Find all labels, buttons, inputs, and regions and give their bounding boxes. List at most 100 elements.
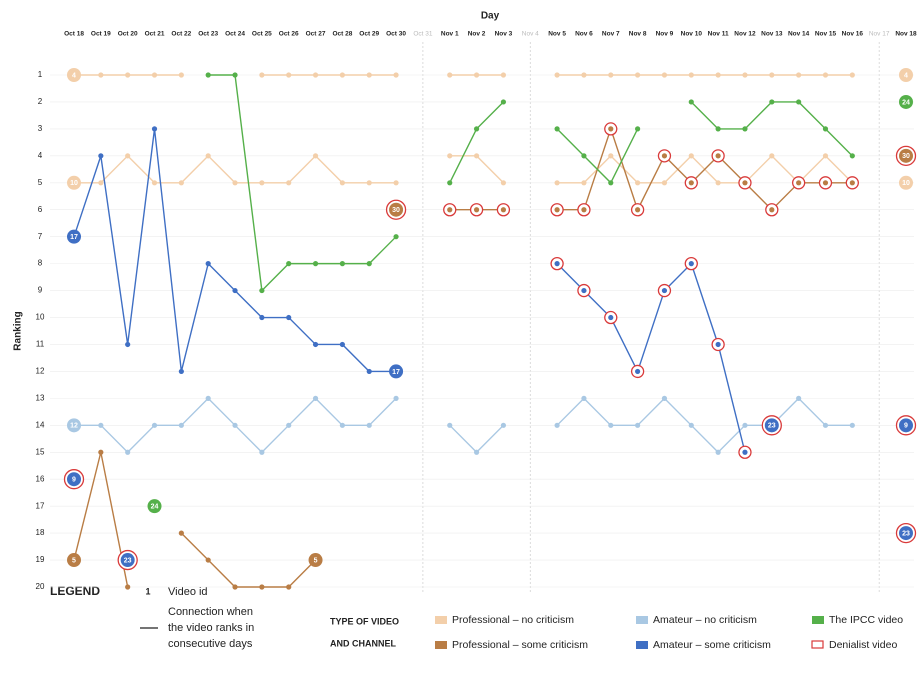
point: [259, 314, 265, 321]
legend-label: Amateur – no criticism: [653, 614, 757, 626]
legend-swatch: [811, 640, 824, 649]
video-id: 30: [392, 207, 400, 214]
point: [899, 526, 913, 541]
y-tick-label: 17: [36, 501, 45, 510]
point: [635, 368, 641, 375]
point: [473, 449, 480, 455]
x-tick-label: Nov 6: [575, 31, 593, 38]
video-id: 17: [70, 234, 78, 241]
legend-title: LEGEND: [50, 584, 100, 598]
y-tick-label: 19: [36, 555, 45, 564]
point: [608, 72, 614, 78]
x-tick-label: Nov 4: [522, 31, 539, 38]
point: [688, 153, 694, 159]
series-line: [449, 101, 504, 184]
point: [205, 261, 211, 267]
series-line: [74, 154, 397, 184]
point: [715, 449, 721, 455]
point: [98, 153, 104, 159]
point: [232, 72, 238, 78]
point: [286, 422, 292, 428]
point: [205, 395, 211, 401]
y-tick-label: 8: [38, 259, 43, 268]
point: [178, 530, 184, 536]
point: [554, 126, 560, 132]
point: [67, 472, 81, 487]
y-tick-label: 6: [38, 205, 43, 214]
point: [205, 557, 211, 563]
point: [715, 126, 721, 132]
x-tick-label: Oct 31: [413, 31, 433, 38]
point: [125, 584, 131, 590]
point: [554, 207, 560, 213]
video-id: 10: [70, 180, 78, 187]
video-id: 23: [124, 557, 132, 564]
point: [688, 99, 694, 105]
y-tick-label: 12: [36, 367, 45, 376]
point: [500, 72, 507, 78]
point: [98, 449, 104, 455]
point: [178, 180, 184, 186]
x-tick-label: Nov 12: [734, 31, 756, 38]
point: [447, 422, 453, 428]
x-tick-label: Nov 17: [869, 31, 890, 38]
point: [339, 180, 345, 186]
point: [500, 422, 507, 428]
point: [98, 422, 104, 428]
point: [259, 584, 265, 590]
video-id: 4: [72, 72, 76, 79]
legend-swatch: [435, 641, 447, 649]
point: [581, 287, 587, 294]
x-tick-label: Oct 30: [386, 31, 406, 38]
point: [500, 180, 507, 186]
point: [822, 72, 829, 78]
x-tick-label: Nov 15: [815, 31, 837, 38]
point: [581, 72, 587, 78]
x-tick-label: Oct 29: [359, 31, 379, 38]
point: [447, 180, 453, 186]
point: [473, 207, 480, 213]
y-tick-label: 20: [36, 582, 45, 591]
point: [849, 180, 855, 186]
point: [232, 180, 238, 186]
video-id: 24: [151, 504, 159, 511]
point: [366, 368, 372, 375]
point: [742, 422, 748, 428]
point: [178, 72, 184, 78]
y-tick-label: 5: [38, 178, 43, 187]
x-tick-label: Nov 14: [788, 31, 810, 38]
point: [232, 287, 238, 294]
point: [608, 180, 614, 186]
point: [688, 261, 694, 267]
video-id: 9: [904, 423, 908, 430]
x-tick-label: Nov 18: [895, 31, 917, 38]
point: [67, 553, 81, 568]
point: [286, 180, 292, 186]
point: [581, 153, 587, 159]
point: [312, 395, 319, 401]
point: [796, 72, 802, 78]
point: [608, 153, 614, 159]
point: [259, 72, 265, 78]
point: [389, 202, 404, 217]
point: [796, 180, 802, 186]
legend-id-sample: 1: [145, 586, 150, 596]
point: [447, 72, 453, 78]
x-tick-label: Oct 25: [252, 31, 272, 38]
video-id: 4: [904, 72, 908, 79]
point: [796, 99, 802, 105]
point: [899, 94, 913, 109]
x-tick-label: Nov 5: [548, 31, 566, 38]
point: [205, 153, 211, 159]
point: [849, 422, 855, 428]
point: [125, 153, 131, 159]
point: [473, 72, 480, 78]
point: [393, 395, 399, 401]
point: [899, 148, 913, 163]
point: [899, 418, 913, 433]
x-tick-label: Oct 27: [306, 31, 326, 38]
x-tick-label: Nov 7: [602, 31, 620, 38]
point: [67, 68, 81, 82]
point: [608, 314, 614, 321]
point: [67, 418, 81, 433]
